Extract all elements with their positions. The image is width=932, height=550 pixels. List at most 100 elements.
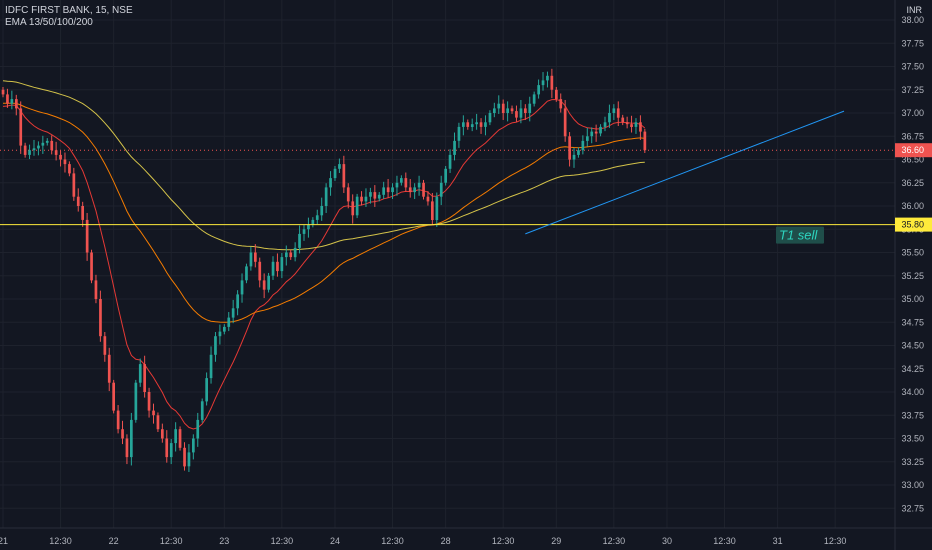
candle-body xyxy=(258,261,262,281)
candle-body xyxy=(479,122,483,127)
time-tick-label: 12:30 xyxy=(492,536,515,546)
candle-body xyxy=(187,452,191,467)
price-tick-label: 36.25 xyxy=(901,178,924,188)
candle-body xyxy=(196,419,200,439)
candle-body xyxy=(581,140,585,151)
candle-body xyxy=(41,142,45,146)
candle-body xyxy=(488,113,492,123)
candle-body xyxy=(152,410,155,416)
candle-body xyxy=(54,150,58,155)
candle-body xyxy=(183,447,186,467)
candle-body xyxy=(524,108,527,113)
price-tick-label: 36.50 xyxy=(901,155,924,165)
candle-body xyxy=(355,196,359,216)
candle-body xyxy=(497,103,501,109)
candle-body xyxy=(484,122,487,127)
level-price-label: 35.80 xyxy=(901,220,924,230)
candle-body xyxy=(630,124,633,127)
candle-body xyxy=(369,192,372,197)
candle-body xyxy=(143,364,146,392)
trendline xyxy=(525,110,845,235)
candle-body xyxy=(125,438,129,458)
candle-body xyxy=(559,99,563,109)
candle-body xyxy=(81,206,84,220)
symbol-title[interactable]: IDFC FIRST BANK, 15, NSE xyxy=(5,5,133,16)
candle-body xyxy=(289,252,293,258)
price-tick-label: 34.75 xyxy=(901,317,924,327)
candle-body xyxy=(267,275,270,290)
candle-body xyxy=(541,80,545,86)
candle-body xyxy=(457,126,461,141)
candle-body xyxy=(147,392,151,411)
candle-body xyxy=(599,126,602,134)
candle-body xyxy=(218,331,222,337)
candle-body xyxy=(537,85,540,95)
price-tick-label: 37.75 xyxy=(901,38,924,48)
candle-body xyxy=(466,122,470,127)
candle-body xyxy=(59,154,62,160)
candle-body xyxy=(134,382,138,420)
time-tick-label: 12:30 xyxy=(271,536,294,546)
candle-body xyxy=(404,178,408,188)
candle-body xyxy=(23,145,27,155)
candle-body xyxy=(634,122,638,127)
price-tick-label: 36.00 xyxy=(901,201,924,211)
candle-body xyxy=(205,378,208,402)
candle-body xyxy=(298,233,301,248)
candle-body xyxy=(386,187,390,193)
candle-body xyxy=(32,148,36,151)
candle-body xyxy=(395,182,399,188)
price-tick-label: 33.00 xyxy=(901,480,924,490)
candle-body xyxy=(639,122,642,132)
time-tick-label: 12:30 xyxy=(603,536,626,546)
time-tick-label: 24 xyxy=(330,536,340,546)
candle-body xyxy=(417,182,421,188)
time-tick-label: 12:30 xyxy=(49,536,72,546)
candle-body xyxy=(448,154,452,169)
time-tick-label: 21 xyxy=(0,536,8,546)
candle-body xyxy=(612,108,616,113)
candle-body xyxy=(532,94,536,104)
candle-body xyxy=(528,103,532,113)
candle-body xyxy=(324,187,328,206)
candle-body xyxy=(608,113,611,123)
candle-body xyxy=(280,257,284,272)
last-price-label-bg xyxy=(895,143,932,158)
candle-body xyxy=(400,178,403,183)
candle-body xyxy=(311,219,315,225)
candle-body xyxy=(422,182,425,197)
candle-body xyxy=(45,140,49,143)
price-tick-label: 37.25 xyxy=(901,85,924,95)
candle-body xyxy=(116,410,120,430)
candle-body xyxy=(462,122,465,127)
candle-body xyxy=(603,122,607,127)
price-tick-label: 36.75 xyxy=(901,131,924,141)
candle-body xyxy=(382,187,385,195)
candle-body xyxy=(169,443,173,458)
candle-body xyxy=(506,108,509,113)
time-tick-label: 28 xyxy=(441,536,451,546)
price-tick-label: 32.75 xyxy=(901,503,924,513)
price-tick-label: 33.25 xyxy=(901,457,924,467)
candle-body xyxy=(107,354,111,383)
candle-body xyxy=(10,99,14,104)
candle-body xyxy=(165,438,169,458)
candle-body xyxy=(342,164,346,188)
time-tick-label: 12:30 xyxy=(381,536,404,546)
candle-body xyxy=(72,173,76,197)
ema50-line xyxy=(3,102,645,323)
indicator-legend[interactable]: EMA 13/50/100/200 xyxy=(5,17,93,28)
price-tick-label: 38.00 xyxy=(901,15,924,25)
candle-body xyxy=(555,89,558,100)
candle-body xyxy=(6,94,9,104)
candle-body xyxy=(103,336,107,355)
candle-body xyxy=(138,364,142,383)
candle-body xyxy=(231,308,235,318)
candle-body xyxy=(616,108,620,118)
time-tick-label: 22 xyxy=(109,536,119,546)
candle-body xyxy=(346,187,350,202)
candle-body xyxy=(590,131,594,137)
price-tick-label: 33.50 xyxy=(901,434,924,444)
